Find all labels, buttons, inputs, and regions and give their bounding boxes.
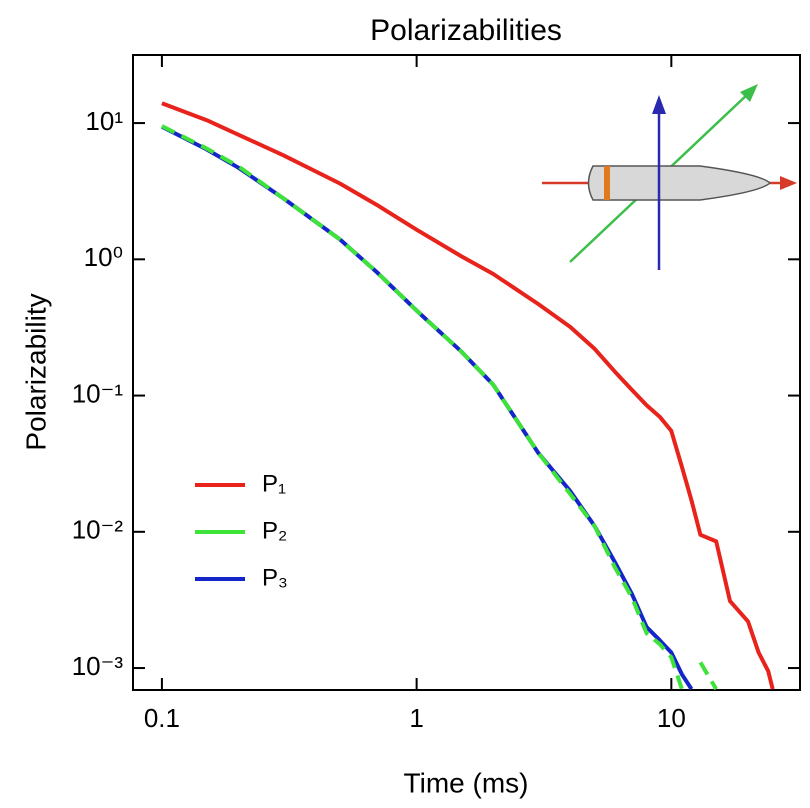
y-tick-label: 10⁰ xyxy=(84,242,123,272)
y-tick-label: 10⁻³ xyxy=(72,651,124,681)
plot-frame xyxy=(132,54,801,691)
y-tick-label: 10⁻¹ xyxy=(72,378,124,408)
series-line xyxy=(161,124,718,690)
y-tick-label: 10¹ xyxy=(85,106,123,136)
y-tick-label: 10⁻² xyxy=(72,515,124,545)
x-axis-label: Time (ms) xyxy=(404,767,529,798)
x-tick-label: 1 xyxy=(409,703,423,733)
inset xyxy=(542,75,797,270)
legend-label: P₂ xyxy=(262,517,287,544)
plot-area xyxy=(160,101,775,690)
y-axis-label: Polarizability xyxy=(20,293,51,450)
series-line xyxy=(161,101,775,690)
chart-title: Polarizabilities xyxy=(370,14,562,47)
x-tick-label: 0.1 xyxy=(144,703,180,733)
x-tick-label: 10 xyxy=(657,703,686,733)
legend-label: P₁ xyxy=(262,470,286,497)
legend-label: P₃ xyxy=(262,564,288,591)
